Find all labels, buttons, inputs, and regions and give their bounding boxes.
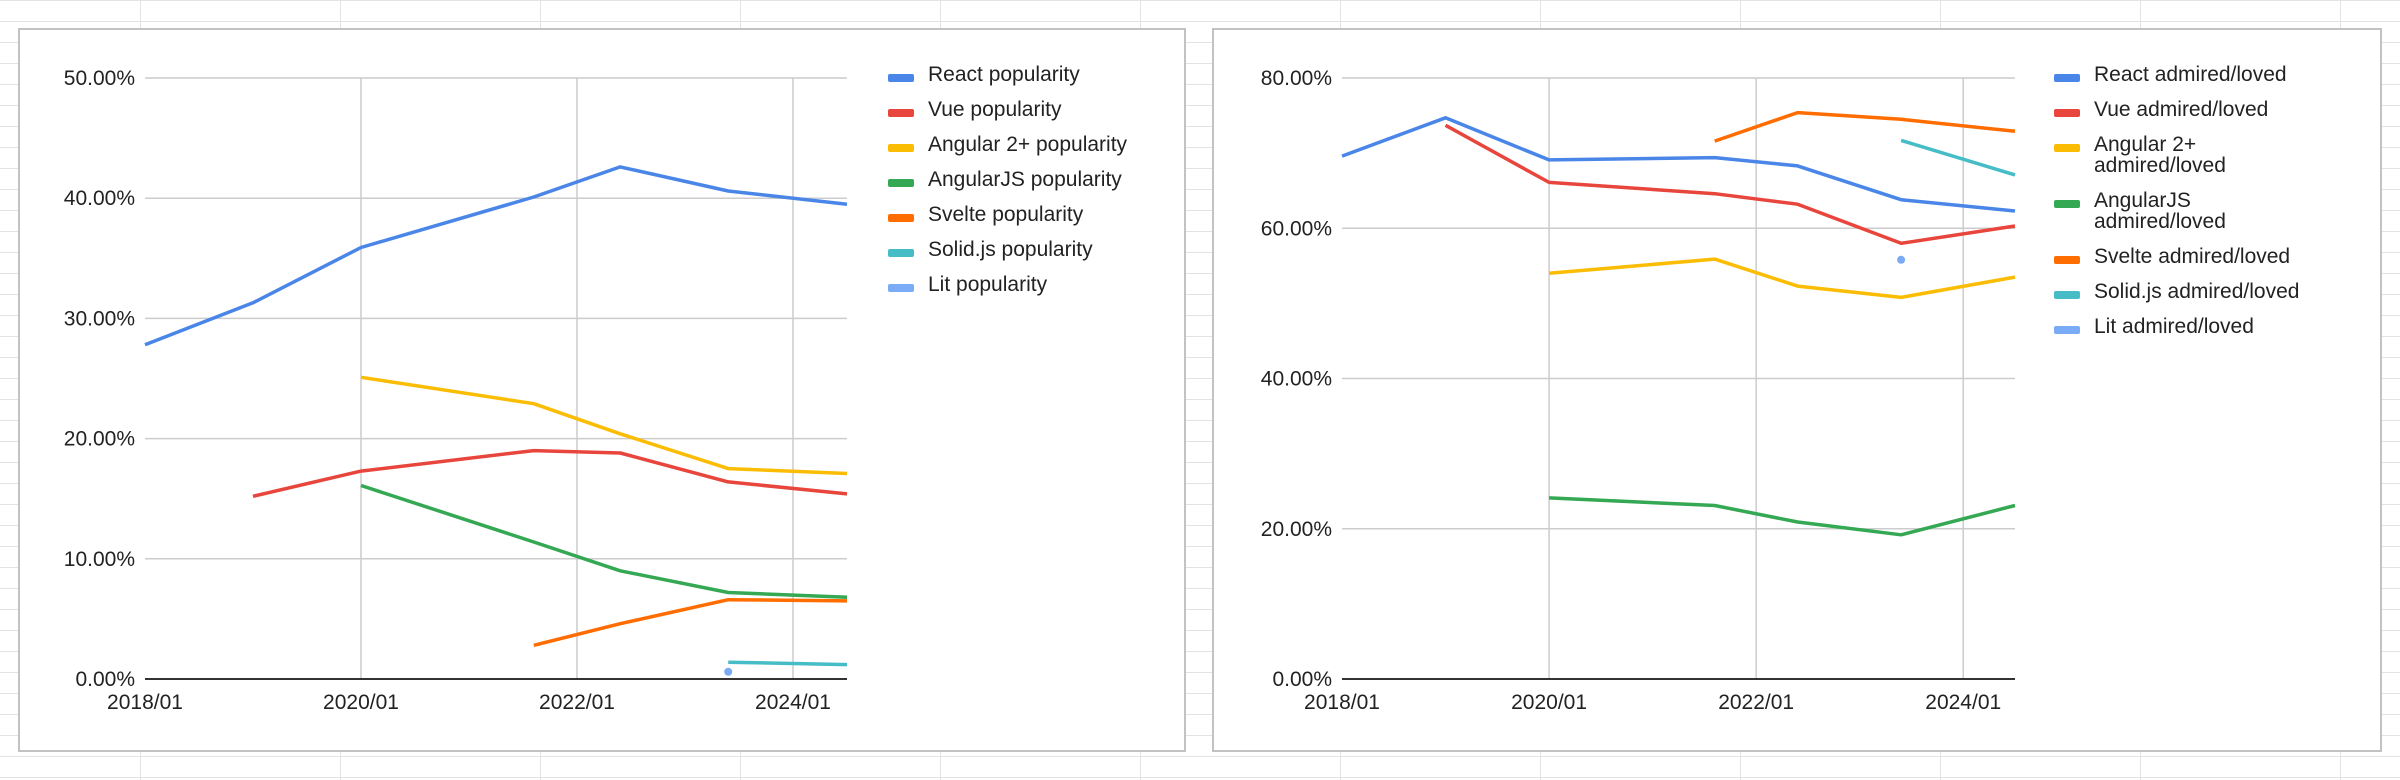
y-tick-label: 20.00% xyxy=(1261,518,1332,541)
series-point-lit-admired-loved xyxy=(1897,255,1906,264)
legend-swatch xyxy=(2054,74,2080,82)
y-tick-label: 10.00% xyxy=(64,548,135,571)
legend-label: Svelte admired/loved xyxy=(2094,245,2291,268)
legend-swatch xyxy=(2054,144,2080,152)
x-tick-label: 2022/01 xyxy=(1718,691,1794,714)
x-tick-label: 2018/01 xyxy=(107,691,183,714)
popularity-chart-panel: 0.00% 10.00% 20.00% 30.00% 40.00% 50.00% 2018/… xyxy=(18,28,1186,752)
x-tick-label: 2024/01 xyxy=(755,691,831,714)
admired-chart-plot: 0.00% 20.00% 40.00% 60.00% 80.00% 2018/01 2020… xyxy=(1261,67,2016,714)
x-tick-label: 2020/01 xyxy=(1511,691,1587,714)
y-tick-label: 0.00% xyxy=(75,668,135,691)
legend-label: Solid.js admired/loved xyxy=(2094,280,2300,303)
legend-swatch xyxy=(888,109,914,117)
legend-swatch xyxy=(888,179,914,187)
series-line-react-popularity xyxy=(144,165,848,347)
legend-item-lit-popularity[interactable]: Lit popularity xyxy=(888,274,1127,295)
x-tick-label: 2018/01 xyxy=(1304,691,1380,714)
y-tick-label: 0.00% xyxy=(1272,668,1332,691)
legend-label: Angular 2+ popularity xyxy=(928,133,1128,156)
legend-swatch xyxy=(888,284,914,292)
legend-item-angularjs-admired[interactable]: AngularJS admired/loved xyxy=(2054,190,2299,232)
legend-item-lit-admired[interactable]: Lit admired/loved xyxy=(2054,316,2299,337)
legend-swatch xyxy=(888,74,914,82)
popularity-legend: React popularity Vue popularity Angular … xyxy=(888,64,1127,309)
series-line-solid-js-admired-loved xyxy=(1900,138,2016,177)
popularity-chart-plot: 0.00% 10.00% 20.00% 30.00% 40.00% 50.00% 2018/… xyxy=(64,67,848,714)
legend-item-react-popularity[interactable]: React popularity xyxy=(888,64,1127,85)
legend-item-solidjs-admired[interactable]: Solid.js admired/loved xyxy=(2054,281,2299,302)
legend-item-vue-popularity[interactable]: Vue popularity xyxy=(888,99,1127,120)
x-tick-label: 2024/01 xyxy=(1925,691,2001,714)
y-tick-label: 40.00% xyxy=(64,187,135,210)
legend-item-svelte-popularity[interactable]: Svelte popularity xyxy=(888,204,1127,225)
legend-swatch xyxy=(2054,326,2080,334)
legend-label: Solid.js popularity xyxy=(928,238,1093,261)
legend-item-angular2-admired[interactable]: Angular 2+ admired/loved xyxy=(2054,134,2299,176)
legend-label: AngularJS popularity xyxy=(928,168,1122,191)
series-line-angular-2-popularity xyxy=(360,375,848,476)
legend-swatch xyxy=(2054,200,2080,208)
series-line-angular-2-admired-loved xyxy=(1548,257,2016,300)
admired-legend: React admired/loved Vue admired/loved An… xyxy=(2054,64,2299,351)
y-tick-label: 80.00% xyxy=(1261,67,1332,90)
legend-label: Lit admired/loved xyxy=(2094,315,2254,338)
legend-item-svelte-admired[interactable]: Svelte admired/loved xyxy=(2054,246,2299,267)
y-tick-label: 30.00% xyxy=(64,307,135,330)
y-tick-label: 50.00% xyxy=(64,67,135,90)
legend-item-react-admired[interactable]: React admired/loved xyxy=(2054,64,2299,85)
series-line-react-admired-loved xyxy=(1341,116,2016,213)
legend-label: Svelte popularity xyxy=(928,203,1084,226)
legend-label: React popularity xyxy=(928,63,1080,86)
legend-item-vue-admired[interactable]: Vue admired/loved xyxy=(2054,99,2299,120)
x-tick-label: 2020/01 xyxy=(323,691,399,714)
legend-swatch xyxy=(2054,109,2080,117)
legend-swatch xyxy=(2054,256,2080,264)
legend-label: Angular 2+ admired/loved xyxy=(2094,133,2226,177)
legend-label: Vue admired/loved xyxy=(2094,98,2269,121)
series-line-vue-admired-loved xyxy=(1444,123,2016,246)
legend-label: React admired/loved xyxy=(2094,63,2287,86)
legend-swatch xyxy=(888,144,914,152)
series-line-svelte-popularity xyxy=(533,597,848,647)
legend-item-solidjs-popularity[interactable]: Solid.js popularity xyxy=(888,239,1127,260)
legend-label: Vue popularity xyxy=(928,98,1062,121)
series-line-angularjs-admired-loved xyxy=(1549,496,2016,537)
y-tick-label: 60.00% xyxy=(1261,217,1332,240)
legend-swatch xyxy=(888,249,914,257)
x-tick-label: 2022/01 xyxy=(539,691,615,714)
legend-item-angularjs-popularity[interactable]: AngularJS popularity xyxy=(888,169,1127,190)
legend-label: Lit popularity xyxy=(928,273,1048,296)
legend-item-angular2-popularity[interactable]: Angular 2+ popularity xyxy=(888,134,1127,155)
series-line-solid-js-popularity xyxy=(728,660,848,667)
admired-chart-panel: 0.00% 20.00% 40.00% 60.00% 80.00% 2018/01 2020… xyxy=(1212,28,2382,752)
legend-swatch xyxy=(2054,291,2080,299)
series-line-angularjs-popularity xyxy=(360,483,848,600)
legend-swatch xyxy=(888,214,914,222)
series-line-svelte-admired-loved xyxy=(1714,110,2016,143)
series-line-vue-popularity xyxy=(252,448,848,499)
y-tick-label: 20.00% xyxy=(64,428,135,451)
y-tick-label: 40.00% xyxy=(1261,368,1332,391)
series-point-lit-popularity xyxy=(724,667,733,676)
legend-label: AngularJS admired/loved xyxy=(2094,189,2226,233)
